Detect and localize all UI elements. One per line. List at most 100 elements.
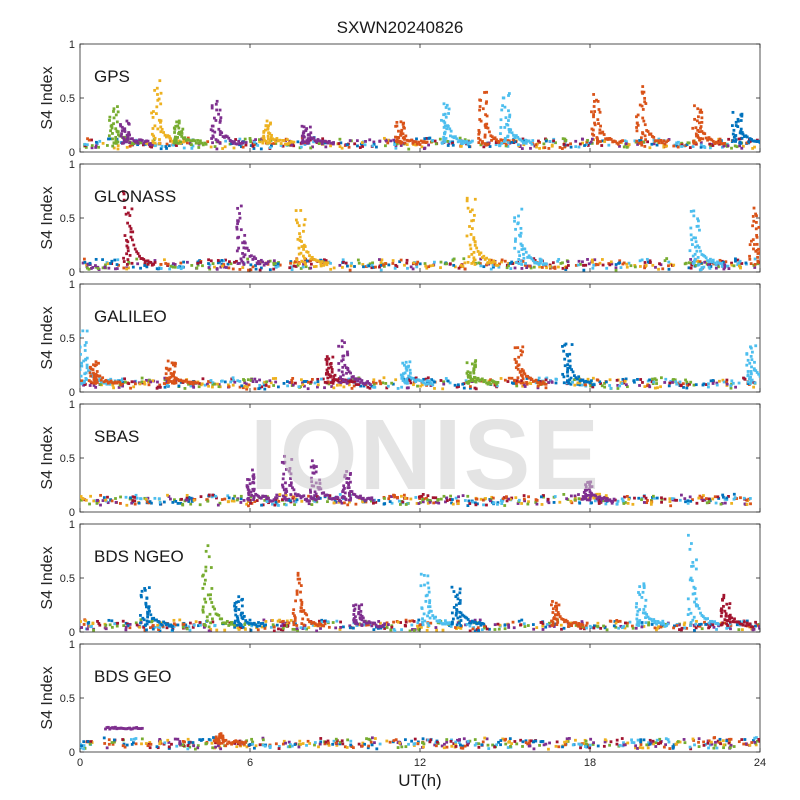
data-point — [640, 143, 644, 147]
data-point — [139, 257, 143, 260]
data-point — [681, 382, 685, 386]
data-point — [207, 629, 211, 632]
data-point — [432, 260, 436, 264]
data-point — [578, 501, 582, 505]
data-point — [323, 494, 327, 498]
data-point — [353, 493, 357, 497]
data-point — [722, 380, 726, 384]
data-point — [504, 116, 508, 120]
data-point — [658, 262, 661, 266]
data-point — [516, 367, 520, 371]
data-point — [125, 263, 129, 266]
data-point — [660, 500, 663, 504]
data-point — [392, 627, 396, 631]
data-point — [438, 619, 442, 622]
data-point — [591, 383, 595, 387]
data-point — [722, 267, 726, 271]
data-point — [312, 496, 316, 500]
data-point — [152, 110, 155, 113]
data-point — [423, 137, 427, 141]
data-point — [717, 265, 720, 269]
data-point — [640, 625, 644, 629]
data-point — [556, 259, 560, 263]
data-point — [313, 498, 317, 501]
data-point — [640, 621, 644, 624]
data-point — [693, 587, 697, 590]
data-point — [373, 621, 377, 625]
data-point — [441, 387, 445, 391]
data-point — [157, 628, 160, 631]
data-point — [468, 145, 471, 149]
data-point — [240, 145, 243, 149]
data-point — [755, 242, 759, 246]
data-point — [291, 376, 295, 380]
data-point — [185, 496, 189, 500]
data-point — [258, 383, 262, 387]
data-point — [332, 266, 336, 270]
data-point — [489, 258, 493, 262]
data-point — [682, 385, 685, 389]
data-point — [314, 470, 318, 474]
data-point — [731, 620, 735, 623]
data-point — [242, 240, 246, 244]
data-point — [620, 497, 624, 501]
data-point — [269, 121, 272, 125]
data-point — [180, 132, 184, 135]
data-point — [698, 260, 702, 264]
data-point — [592, 624, 596, 628]
data-point — [177, 119, 181, 123]
data-point — [477, 136, 481, 140]
data-point — [268, 146, 272, 149]
data-point — [471, 260, 475, 264]
data-point — [751, 214, 755, 218]
data-point — [588, 490, 592, 494]
data-point — [204, 569, 208, 573]
data-point — [387, 263, 391, 267]
data-point — [114, 267, 117, 271]
data-point — [599, 131, 603, 135]
data-point — [404, 360, 408, 364]
data-point — [126, 211, 130, 215]
data-point — [700, 266, 704, 270]
data-point — [602, 133, 606, 136]
data-point — [442, 622, 446, 625]
data-point — [323, 261, 327, 265]
data-point — [642, 501, 646, 504]
data-point — [124, 621, 128, 625]
data-point — [219, 116, 223, 120]
data-point — [495, 382, 498, 386]
data-point — [230, 499, 234, 503]
data-point — [573, 498, 577, 502]
data-point — [153, 618, 157, 622]
data-point — [275, 493, 279, 497]
data-point — [457, 266, 461, 270]
data-point — [526, 139, 530, 143]
data-point — [261, 743, 265, 747]
data-point — [529, 146, 532, 150]
data-point — [347, 370, 351, 374]
data-point — [695, 558, 698, 562]
data-point — [492, 259, 496, 263]
data-point — [305, 380, 309, 383]
data-point — [402, 125, 405, 129]
data-point — [422, 381, 426, 385]
data-point — [625, 265, 629, 269]
data-point — [452, 263, 456, 267]
data-point — [325, 360, 329, 363]
data-point — [346, 738, 350, 742]
data-point — [618, 261, 621, 265]
data-point — [90, 138, 93, 142]
data-point — [695, 619, 698, 623]
data-point — [780, 264, 783, 267]
data-point — [515, 742, 519, 746]
data-point — [326, 500, 329, 504]
data-point — [481, 141, 484, 145]
data-point — [585, 380, 589, 384]
data-point — [652, 142, 656, 146]
data-point — [307, 259, 311, 263]
data-point — [694, 622, 698, 626]
data-point — [112, 146, 116, 150]
data-point — [492, 137, 496, 141]
data-point — [701, 137, 705, 141]
